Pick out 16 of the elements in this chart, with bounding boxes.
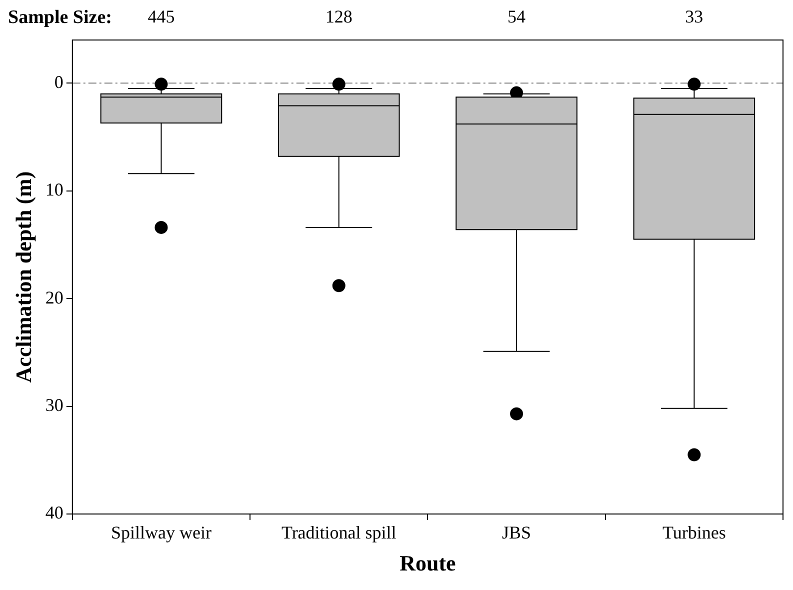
x-tick-label: JBS	[502, 522, 532, 543]
y-tick-label: 30	[45, 395, 64, 416]
text: 445	[148, 6, 175, 27]
x-tick-label: Traditional spill	[281, 522, 396, 543]
x-tick-label: Spillway weir	[110, 522, 212, 543]
text: 33	[685, 6, 704, 27]
y-tick-label: 10	[45, 180, 64, 200]
y-axis-title: Acclimation depth (m)	[10, 171, 36, 383]
y-tick-label: 20	[45, 287, 64, 308]
x-tick-label: Turbines	[662, 522, 726, 543]
text: 54	[508, 6, 526, 27]
text: Sample Size:	[8, 6, 112, 28]
y-tick-label: 40	[45, 502, 64, 523]
y-tick-label: 0	[54, 72, 64, 92]
x-axis-title: Route	[400, 550, 456, 576]
text: 128	[325, 6, 352, 27]
